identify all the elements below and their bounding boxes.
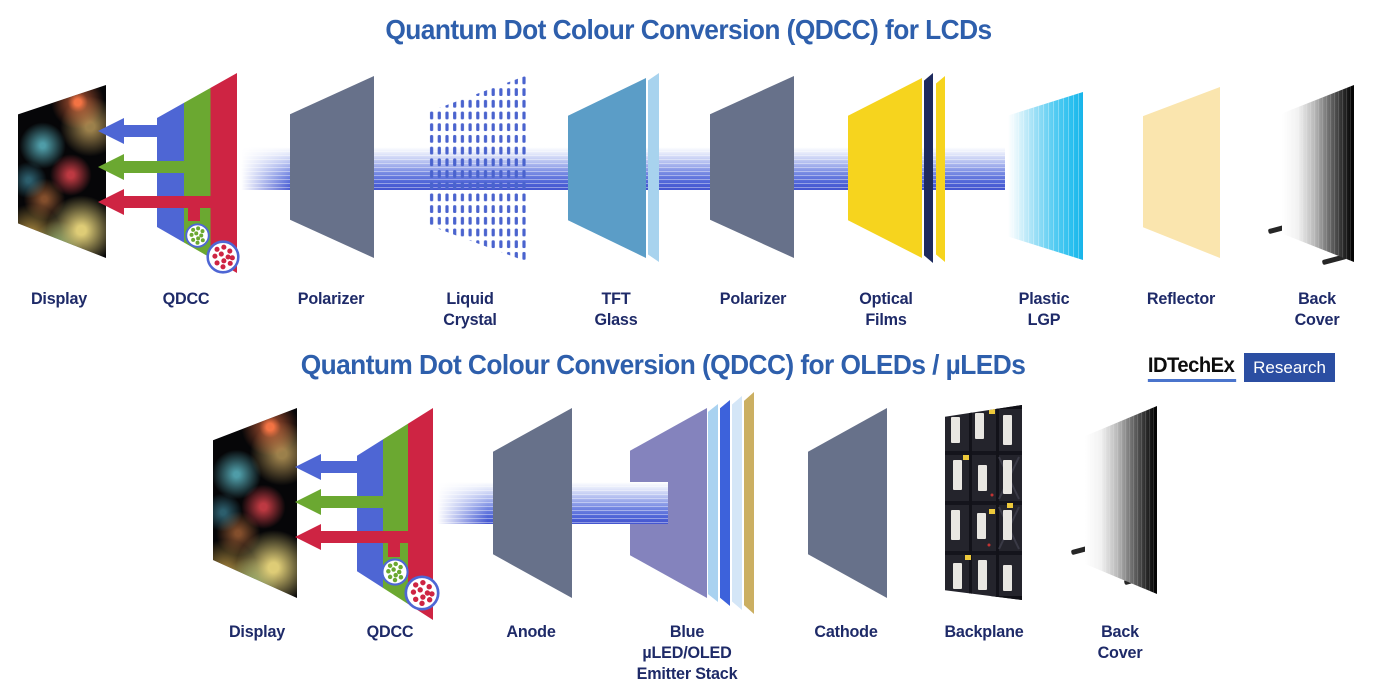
top-title: Quantum Dot Colour Conversion (QDCC) for…	[385, 14, 992, 45]
back-cover-panel-oled	[1085, 406, 1157, 594]
label-qdcc-lcd: QDCC	[162, 289, 210, 308]
label-emitter-stack: Blue µLED/OLED Emitter Stack	[636, 622, 738, 683]
emitter-stack-stripe-lightblue	[708, 404, 718, 602]
bottom-title: Quantum Dot Colour Conversion (QDCC) for…	[300, 349, 1026, 380]
polarizer-front-panel	[290, 76, 374, 258]
liquid-crystal-panel	[428, 75, 528, 262]
red-quantum-dot-icon	[404, 575, 440, 611]
label-reflector: Reflector	[1146, 289, 1216, 308]
label-optical-films: Optical Films	[859, 289, 913, 329]
label-liquid-crystal: Liquid Crystal	[443, 289, 497, 329]
red-quantum-dot-icon	[206, 240, 240, 274]
label-cathode: Cathode	[814, 622, 878, 641]
label-back-cover-oled: Back Cover	[1097, 622, 1143, 662]
red-connector-stub	[188, 207, 200, 221]
plastic-lgp-panel	[1008, 92, 1083, 260]
tft-glass-substrate-stripe	[648, 73, 659, 262]
optical-films-navy-stripe	[924, 73, 933, 263]
emitter-stack-stripe-tan	[744, 392, 754, 614]
label-anode: Anode	[506, 622, 556, 641]
red-connector-stub	[388, 542, 400, 557]
green-quantum-dot-icon	[185, 223, 210, 248]
emitter-stack-stripe-blue	[720, 400, 730, 606]
emitter-stack-stripe-pale	[732, 396, 742, 610]
label-qdcc-oled: QDCC	[366, 622, 414, 641]
backplane-panel	[945, 405, 1022, 600]
reflector-panel	[1143, 87, 1220, 258]
idtechex-logo: IDTechEx Research	[1146, 353, 1335, 382]
research-badge: Research	[1244, 353, 1335, 382]
optical-films-yellow-stripe	[936, 76, 945, 262]
anode-panel	[493, 408, 572, 598]
back-cover-panel-lcd	[1282, 85, 1354, 262]
optical-films-panel	[848, 78, 922, 258]
label-tft-glass: TFT Glass	[594, 289, 638, 329]
label-polarizer-1: Polarizer	[297, 289, 365, 308]
label-plastic-lgp: Plastic LGP	[1018, 289, 1070, 329]
display-panel-oled	[213, 408, 297, 598]
idtechex-brand-text: IDTechEx	[1147, 353, 1237, 382]
cathode-panel	[808, 408, 887, 598]
label-back-cover-lcd: Back Cover	[1294, 289, 1340, 329]
label-display-oled: Display	[228, 622, 286, 641]
label-backplane: Backplane	[944, 622, 1024, 641]
tft-glass-panel	[568, 78, 646, 258]
display-panel-lcd	[18, 85, 106, 258]
label-display-lcd: Display	[30, 289, 88, 308]
green-quantum-dot-icon	[381, 558, 409, 586]
label-polarizer-2: Polarizer	[719, 289, 787, 308]
polarizer-rear-panel	[710, 76, 794, 258]
